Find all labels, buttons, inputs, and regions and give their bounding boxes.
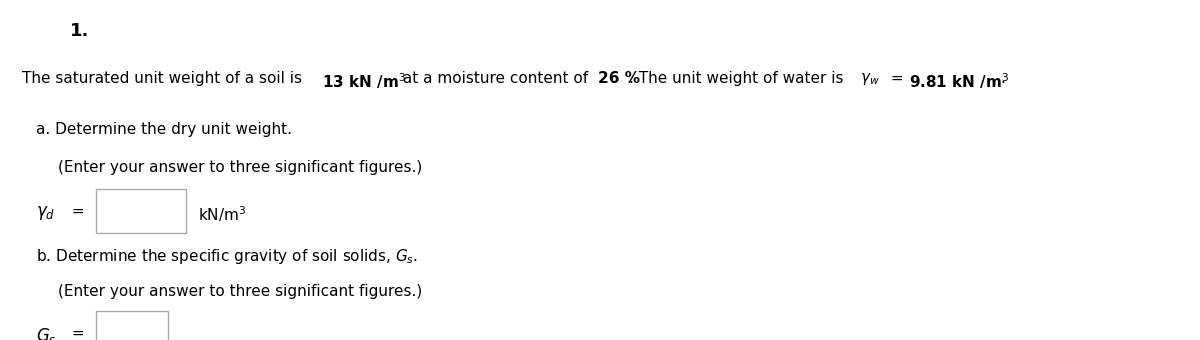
Text: (Enter your answer to three significant figures.): (Enter your answer to three significant … [58, 160, 422, 175]
Text: =: = [887, 71, 908, 86]
Text: 1.: 1. [70, 22, 89, 40]
FancyBboxPatch shape [96, 189, 186, 233]
Text: =: = [67, 204, 85, 219]
Text: b. Determine the specific gravity of soil solids, $G_s$.: b. Determine the specific gravity of soi… [36, 246, 418, 266]
Text: $\gamma_d$: $\gamma_d$ [36, 204, 55, 222]
Text: =: = [67, 326, 85, 340]
Text: $G_s$: $G_s$ [36, 326, 56, 340]
Text: a. Determine the dry unit weight.: a. Determine the dry unit weight. [36, 122, 292, 137]
Text: $\gamma_w$: $\gamma_w$ [860, 71, 880, 87]
Text: 9.81 kN /m$^3$: 9.81 kN /m$^3$ [910, 71, 1009, 91]
Text: at a moisture content of: at a moisture content of [398, 71, 593, 86]
Text: (Enter your answer to three significant figures.): (Enter your answer to three significant … [58, 284, 422, 299]
Text: 13 kN /m$^3$: 13 kN /m$^3$ [322, 71, 406, 91]
Text: 26 %: 26 % [598, 71, 640, 86]
FancyBboxPatch shape [96, 311, 168, 340]
Text: The saturated unit weight of a soil is: The saturated unit weight of a soil is [22, 71, 306, 86]
Text: .: . [1001, 71, 1006, 86]
Text: . The unit weight of water is: . The unit weight of water is [629, 71, 848, 86]
Text: kN/m$^3$: kN/m$^3$ [198, 204, 246, 224]
